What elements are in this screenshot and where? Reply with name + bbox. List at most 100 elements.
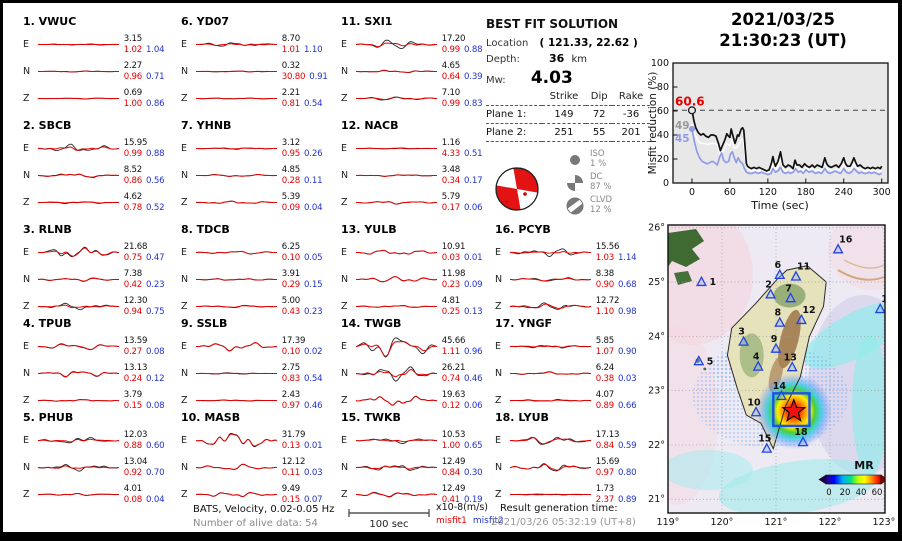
- misfit2-value: 0.71: [146, 71, 165, 82]
- channel-values: 11.98 0.23 0.09: [439, 269, 493, 290]
- misfit1-value: 0.15: [123, 400, 143, 411]
- misfit1-value: 0.43: [281, 306, 301, 317]
- channel-row: Z 19.63 0.12 0.06: [341, 387, 493, 414]
- clvd-ball-icon: [566, 197, 584, 214]
- channel-values: 12.30 0.94 0.75: [121, 296, 175, 317]
- channel-values: 2.21 0.81 0.54: [279, 88, 333, 109]
- channel-values: 17.39 0.10 0.02: [279, 336, 333, 357]
- waveform-trace: [355, 249, 437, 255]
- channel-row: N 8.38 0.90 0.68: [495, 266, 647, 293]
- channel-label: E: [23, 39, 30, 50]
- misfit2-value: 0.96: [464, 346, 483, 357]
- channel-label: Z: [23, 489, 30, 500]
- channel-row: N 13.04 0.92 0.70: [23, 454, 175, 481]
- amplitude-value: 4.85: [281, 165, 301, 175]
- waveform-trace: [509, 277, 591, 282]
- channel-label: Z: [23, 197, 30, 208]
- epicenter-star-icon: [781, 398, 807, 422]
- waveform-trace: [355, 491, 437, 498]
- channel-values: 1.16 4.33 0.51: [439, 138, 493, 159]
- misfit2-value: 0.03: [618, 373, 637, 384]
- channel-values: 17.20 0.99 0.88: [439, 34, 493, 55]
- channel-row: E 15.56 1.03 1.14: [495, 239, 647, 266]
- band-note: BATS, Velocity, 0.02-0.05 Hz: [193, 504, 335, 515]
- station-block: 11. SXI1 E 17.20 0.99 0.88 N 4.65 0.64 0.39 Z 7.1…: [341, 15, 493, 117]
- waveform-trace: [509, 302, 591, 310]
- misfit1-value: 1.00: [123, 98, 143, 109]
- amplitude-value: 10.91: [441, 242, 466, 252]
- channel-values: 4.01 0.08 0.04: [121, 484, 175, 505]
- station-marker-icon: [832, 243, 844, 254]
- channel-label: Z: [181, 489, 188, 500]
- channel-label: N: [23, 66, 31, 77]
- amplitude-value: 7.38: [123, 269, 143, 279]
- channel-values: 7.10 0.99 0.83: [439, 88, 493, 109]
- misfit2-value: 0.56: [146, 175, 165, 186]
- misfit1-value: 0.09: [281, 202, 301, 213]
- misfit2-value: 0.23: [304, 306, 323, 317]
- station-title: 18. LYUB: [495, 411, 549, 424]
- amplitude-value: 3.91: [281, 269, 301, 279]
- alive-note: Number of alive data: 54: [193, 518, 318, 529]
- channel-row: E 45.66 1.11 0.96: [341, 333, 493, 360]
- channel-row: E 3.15 1.02 1.04: [23, 31, 175, 58]
- channel-row: Z 5.39 0.09 0.04: [181, 189, 333, 216]
- location-value: ( 121.33, 22.62 ): [539, 37, 638, 49]
- station-block: 10. MASB E 31.79 0.13 0.01 N 12.12 0.11 0.03 Z 9.…: [181, 411, 333, 513]
- misfit2-value: 0.09: [464, 279, 483, 290]
- chart-annotation: 60.6: [675, 94, 705, 108]
- station-marker-icon: [738, 335, 750, 346]
- channel-values: 17.13 0.84 0.59: [593, 430, 647, 451]
- misfit1-value: 0.90: [595, 279, 615, 290]
- channel-label: E: [181, 39, 188, 50]
- misfit2-value: 0.52: [146, 202, 165, 213]
- channel-row: Z 4.81 0.25 0.13: [341, 293, 493, 320]
- location-label: Location: [486, 38, 529, 49]
- amplitude-value: 8.70: [281, 34, 301, 44]
- map-lon-tick: 120°: [711, 517, 734, 528]
- amplitude-value: 12.30: [123, 296, 148, 306]
- channel-row: Z 12.49 0.41 0.19: [341, 481, 493, 508]
- channel-values: 5.39 0.09 0.04: [279, 192, 333, 213]
- waveform-trace: [37, 464, 119, 472]
- misfit2-value: 0.08: [146, 400, 165, 411]
- svg-text:20: 20: [657, 154, 669, 165]
- misfit2-value: 0.11: [304, 175, 323, 186]
- channel-row: N 2.27 0.96 0.71: [23, 58, 175, 85]
- misfit2-value: 0.88: [464, 44, 483, 55]
- channel-values: 19.63 0.12 0.06: [439, 390, 493, 411]
- misfit1-value: 0.88: [123, 440, 143, 451]
- dc-item: DC 87 %: [566, 172, 612, 192]
- channel-values: 5.00 0.43 0.23: [279, 296, 333, 317]
- misfit2-value: 0.65: [464, 440, 483, 451]
- map-lat-tick: 21°: [648, 494, 665, 505]
- misfit1-value: 0.81: [281, 98, 301, 109]
- station-channels: E 10.53 1.00 0.65 N 12.49 0.84 0.30 Z 12.49 0.41 0.…: [341, 427, 493, 508]
- waveform-trace: [195, 304, 277, 309]
- plane1-row: Plane 1: 149 72 -36: [486, 106, 650, 124]
- channel-row: N 4.85 0.28 0.11: [181, 162, 333, 189]
- mt-decomposition: ISO 1 % DC 87 % CLVD 12: [566, 149, 612, 219]
- waveform-trace: [37, 70, 119, 73]
- channel-row: E 5.85 1.07 0.90: [495, 333, 647, 360]
- amplitude-value: 19.63: [441, 390, 466, 400]
- misfit2-value: 0.08: [146, 346, 165, 357]
- station-channels: E 6.25 0.10 0.05 N 3.91 0.29 0.15 Z 5.00 0.43 0.23: [181, 239, 333, 320]
- station-marker-icon: [797, 436, 809, 447]
- channel-label: N: [181, 170, 189, 181]
- station-marker-icon: [795, 313, 807, 325]
- channel-label: N: [181, 368, 189, 379]
- map-lon-tick: 122°: [819, 517, 842, 528]
- amplitude-value: 15.56: [595, 242, 620, 252]
- waveform-trace: [37, 246, 119, 258]
- channel-row: N 13.13 0.24 0.12: [23, 360, 175, 387]
- misfit1-value: 1.07: [595, 346, 615, 357]
- station-marker-label: 14: [773, 381, 787, 392]
- amplitude-value: 13.59: [123, 336, 148, 346]
- misfit2-value: 0.12: [146, 373, 165, 384]
- channel-label: N: [341, 462, 349, 473]
- iso-ball-icon: [570, 154, 580, 165]
- channel-label: E: [181, 143, 188, 154]
- iso-name: ISO: [590, 149, 605, 159]
- search-box: [772, 392, 811, 428]
